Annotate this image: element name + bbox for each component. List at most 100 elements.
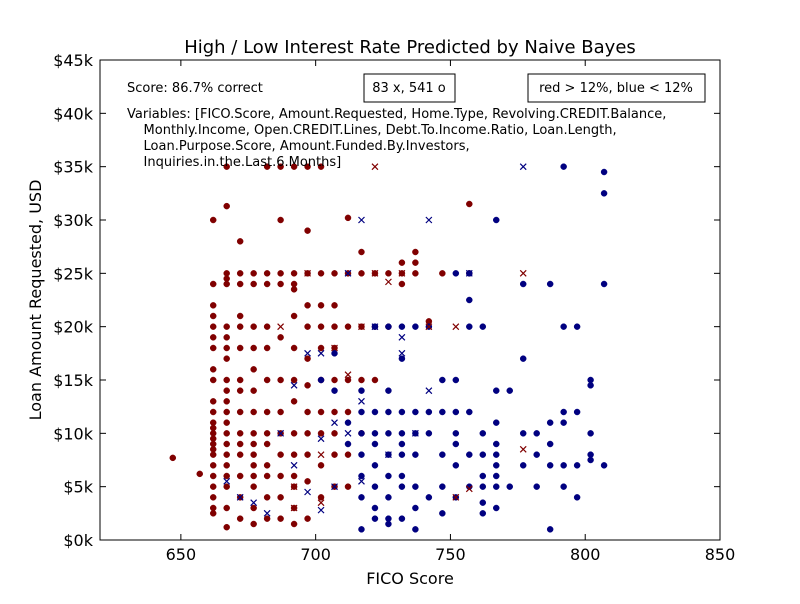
red-circle-point (263, 270, 271, 277)
blue-circle-point (412, 323, 419, 330)
red-circle-point (209, 472, 217, 480)
red-circle-point (277, 376, 284, 384)
red-circle-point (223, 323, 230, 330)
red-circle-point (331, 302, 338, 309)
red-circle-point (344, 214, 352, 222)
x-tick-label: 650 (166, 545, 197, 564)
red-x-point (344, 371, 352, 379)
blue-circle-point (317, 376, 325, 384)
shape-count-annotation: 83 x, 541 o (372, 81, 446, 96)
blue-circle-point (425, 494, 433, 501)
red-circle-point (331, 323, 338, 330)
red-x-point (317, 499, 325, 507)
red-x-point (290, 483, 298, 491)
red-circle-point (196, 470, 203, 478)
red-circle-point (223, 344, 230, 352)
blue-circle-point (493, 472, 500, 480)
blue-x-point (331, 483, 338, 491)
red-circle-point (209, 510, 217, 517)
blue-circle-point (573, 323, 581, 330)
red-circle-point (263, 472, 271, 480)
red-circle-point (250, 387, 257, 394)
blue-circle-point (466, 483, 473, 490)
red-circle-point (290, 472, 298, 480)
blue-x-point (425, 387, 433, 395)
blue-circle-point (371, 440, 379, 448)
red-circle-point (236, 515, 244, 522)
red-circle-point (250, 366, 257, 373)
red-circle-point (331, 451, 338, 458)
blue-x-point (263, 509, 271, 517)
blue-circle-point (493, 387, 500, 394)
red-circle-point (317, 494, 325, 501)
blue-circle-point (385, 472, 392, 480)
red-circle-point (344, 376, 352, 384)
red-circle-point (317, 270, 325, 277)
red-circle-point (344, 451, 352, 458)
blue-circle-point (479, 323, 487, 330)
blue-circle-point (412, 408, 419, 416)
blue-circle-point (412, 451, 419, 458)
x-axis-label: FICO Score (366, 569, 454, 588)
red-circle-point (263, 408, 271, 416)
blue-circle-point (412, 526, 419, 533)
red-circle-point (250, 270, 257, 277)
red-circle-point (304, 227, 311, 234)
blue-circle-point (560, 483, 567, 490)
blue-circle-point (371, 504, 379, 512)
y-axis-ticks: $0k $5k $10k $15k $20k $25k $30k $35k $40k $45k (53, 51, 720, 550)
red-circle-point (236, 472, 244, 480)
red-circle-point (304, 302, 311, 309)
blue-circle-point (358, 408, 365, 416)
red-circle-point (250, 462, 257, 469)
red-circle-point (263, 494, 271, 501)
red-x-point (519, 269, 527, 277)
blue-circle-point (479, 430, 487, 437)
red-circle-point (412, 259, 419, 266)
red-x-point (331, 344, 338, 352)
blue-circle-point (493, 451, 500, 458)
blue-circle-point (398, 430, 406, 437)
red-x-point (277, 323, 285, 331)
blue-circle-point (573, 408, 581, 416)
red-circle-point (223, 483, 230, 490)
blue-circle-point (479, 499, 487, 506)
blue-circle-point (371, 515, 379, 522)
blue-circle-point (466, 451, 473, 458)
blue-x-point (358, 477, 365, 485)
blue-x-point (304, 488, 311, 496)
red-circle-point (209, 408, 217, 416)
red-circle-point (223, 451, 230, 458)
blue-circle-point (371, 408, 379, 416)
blue-circle-point (479, 472, 487, 480)
blue-x-point (236, 493, 244, 501)
red-circle-point (304, 478, 311, 485)
blue-circle-point (493, 504, 500, 512)
blue-circle-point (560, 323, 567, 330)
blue-x-point (425, 216, 433, 224)
blue-x-point (304, 349, 311, 357)
blue-x-point (465, 269, 473, 277)
red-circle-point (263, 280, 271, 288)
y-tick-label: $10k (53, 424, 94, 443)
blue-x-point (317, 349, 325, 357)
red-circle-point (385, 270, 392, 277)
red-circle-point (263, 376, 271, 384)
y-axis-label: Loan Amount Requested, USD (26, 180, 45, 421)
red-circle-point (209, 483, 217, 490)
red-x-point (425, 323, 433, 331)
red-circle-point (236, 238, 244, 245)
red-circle-point (398, 280, 406, 288)
blue-circle-point (493, 419, 500, 426)
red-circle-point (250, 323, 257, 330)
blue-circle-point (479, 510, 487, 517)
red-circle-point (290, 163, 298, 170)
blue-x-point (398, 349, 406, 357)
color-legend-annotation: red > 12%, blue < 12% (539, 81, 693, 96)
chart-title: High / Low Interest Rate Predicted by Na… (184, 37, 636, 58)
blue-circle-point (439, 510, 446, 517)
blue-circle-point (344, 419, 352, 426)
blue-circle-point (385, 494, 392, 501)
red-circle-point (236, 376, 244, 384)
red-circle-point (358, 270, 365, 277)
